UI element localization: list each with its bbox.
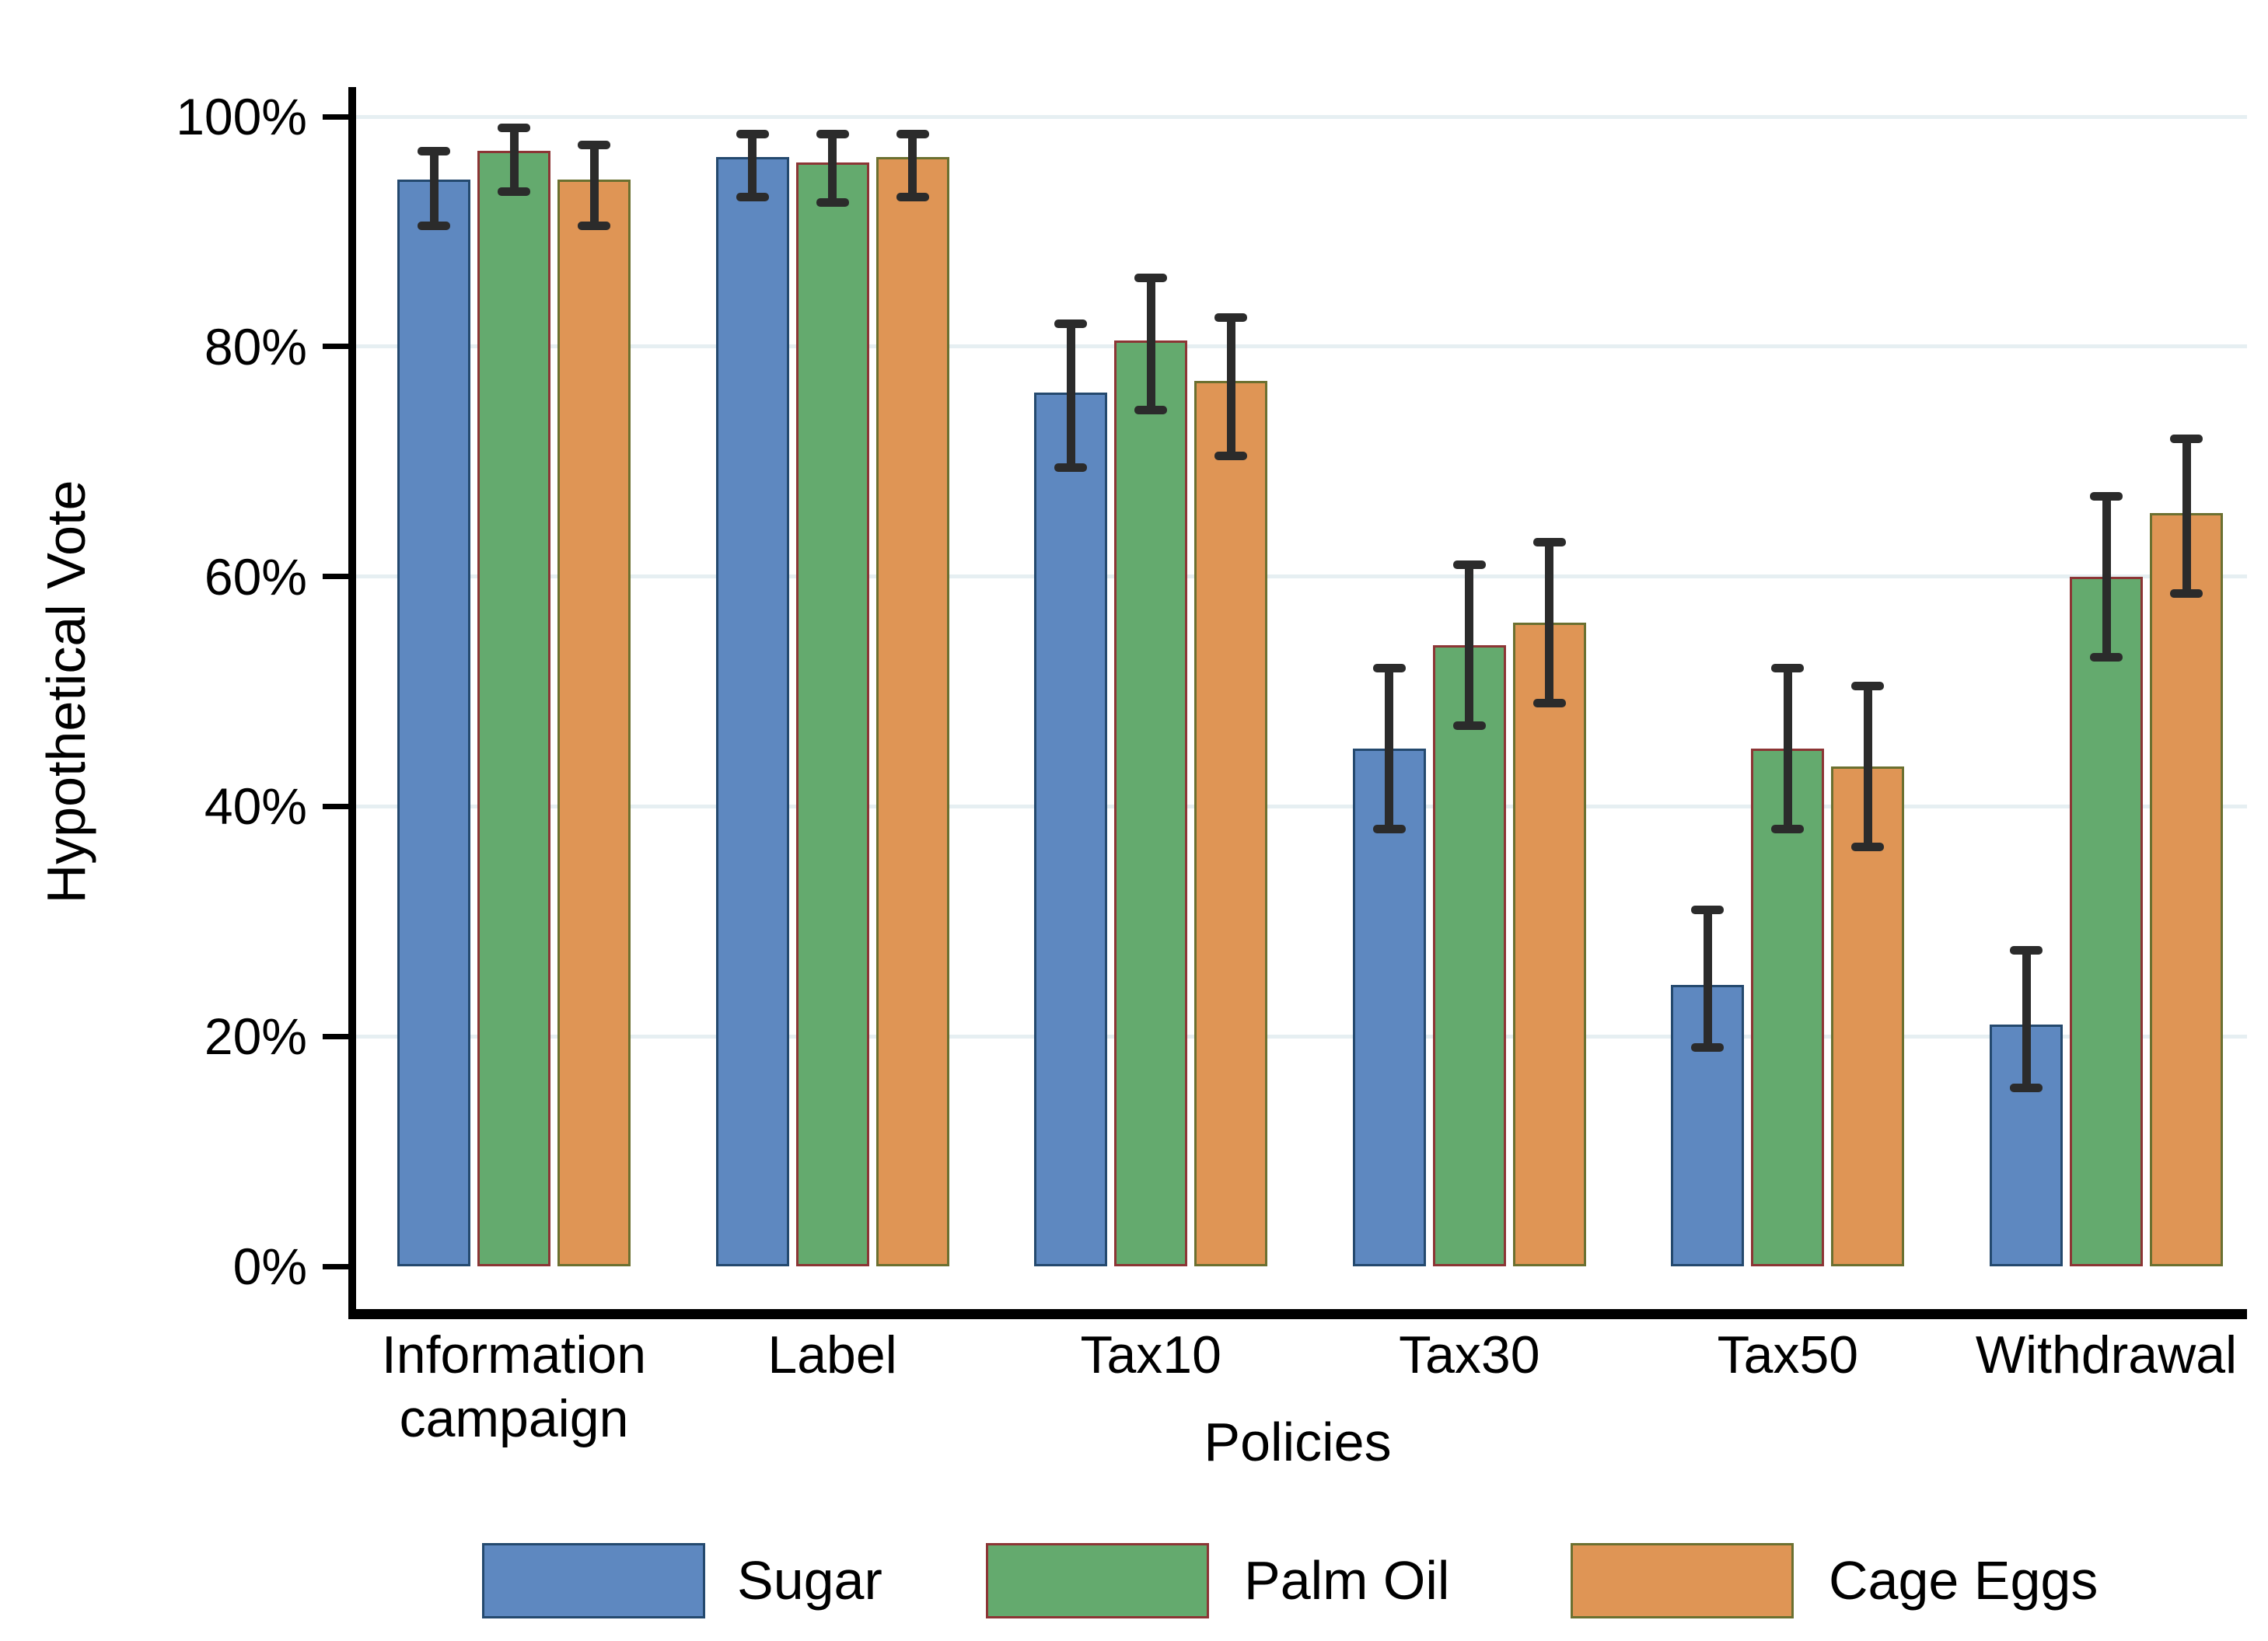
error-bar-cap: [1771, 664, 1805, 673]
y-tick-label: 40%: [204, 777, 307, 836]
error-bar-stem: [1465, 564, 1474, 726]
bar-cage-eggs: [2150, 513, 2223, 1266]
gridline: [356, 114, 2247, 119]
error-bar-cap: [2090, 491, 2123, 501]
error-bar-cap: [2010, 945, 2043, 955]
bar-sugar: [1352, 749, 1426, 1266]
y-tick-label: 20%: [204, 1007, 307, 1066]
error-bar-cap: [1532, 537, 1566, 546]
error-bar-cap: [1054, 463, 1088, 472]
error-bar-cap: [1134, 405, 1168, 414]
error-bar-stem: [2182, 438, 2191, 594]
error-bar-cap: [418, 222, 450, 230]
error-bar-cap: [2170, 434, 2203, 443]
bar-palm-oil: [477, 151, 550, 1266]
error-bar-stem: [1066, 323, 1075, 468]
error-bar-stem: [1545, 542, 1554, 704]
error-bar-cap: [1691, 1043, 1725, 1053]
error-bar-stem: [908, 134, 917, 197]
error-bar-cap: [1532, 698, 1566, 707]
bar-palm-oil: [1114, 340, 1188, 1266]
error-bar-cap: [816, 198, 849, 208]
error-bar-cap: [2010, 1084, 2043, 1093]
error-bar-stem: [429, 151, 439, 226]
error-bar-cap: [1851, 681, 1885, 690]
bar-palm-oil: [1432, 645, 1506, 1266]
error-bar-cap: [896, 193, 929, 202]
error-bar-cap: [816, 129, 849, 138]
y-axis-tick: [323, 803, 348, 809]
error-bar-cap: [736, 129, 769, 138]
y-axis-tick: [323, 574, 348, 580]
error-bar-cap: [418, 146, 450, 155]
y-axis-tick: [323, 1033, 348, 1039]
x-axis-title: Policies: [1204, 1412, 1392, 1472]
bar-sugar: [1034, 392, 1108, 1266]
x-tick-label: Tax30: [1399, 1325, 1540, 1384]
error-bar-stem: [1146, 278, 1155, 410]
error-bar-cap: [2170, 589, 2203, 599]
y-axis-tick: [323, 1263, 348, 1269]
error-bar-cap: [1851, 842, 1885, 851]
error-bar-cap: [736, 193, 769, 202]
x-axis-line: [348, 1309, 2247, 1319]
bar-palm-oil: [2070, 576, 2143, 1266]
error-bar-cap: [578, 222, 610, 230]
y-tick-label: 60%: [204, 547, 307, 606]
error-bar-cap: [578, 141, 610, 150]
x-tick-label: Information campaign: [381, 1325, 647, 1448]
gridline: [356, 344, 2247, 349]
error-bar-stem: [748, 134, 757, 197]
bar-palm-oil: [795, 162, 869, 1266]
bar-cage-eggs: [875, 156, 949, 1266]
error-bar-cap: [498, 187, 530, 196]
x-tick-label: Label: [767, 1325, 897, 1384]
y-axis-line: [348, 87, 356, 1319]
error-bar-cap: [1054, 319, 1088, 328]
bar-cage-eggs: [557, 180, 631, 1266]
gridline: [356, 574, 2247, 579]
bar-sugar: [397, 180, 470, 1266]
error-bar-stem: [1226, 317, 1235, 456]
error-bar-stem: [1783, 668, 1792, 829]
x-tick-label: Tax50: [1717, 1325, 1859, 1384]
x-tick-label: Withdrawal: [1975, 1325, 2238, 1384]
error-bar-stem: [1703, 910, 1712, 1048]
error-bar-cap: [896, 129, 929, 138]
error-bar-stem: [509, 127, 519, 192]
error-bar-cap: [1214, 451, 1248, 460]
bar-cage-eggs: [1512, 622, 1586, 1266]
error-bar-stem: [1863, 686, 1872, 847]
error-bar-stem: [2102, 496, 2111, 658]
error-bar-cap: [1214, 313, 1248, 323]
y-axis-tick: [323, 113, 348, 120]
x-tick-label: Tax10: [1080, 1325, 1221, 1384]
y-tick-label: 0%: [232, 1238, 307, 1295]
error-bar-cap: [1372, 825, 1406, 834]
error-bar-cap: [1134, 273, 1168, 282]
error-bar-cap: [1372, 664, 1406, 673]
error-bar-stem: [1385, 668, 1394, 829]
error-bar-cap: [1771, 825, 1805, 834]
error-bar-cap: [1452, 721, 1486, 731]
error-bar-stem: [2022, 950, 2031, 1088]
bar-sugar: [715, 156, 789, 1266]
error-bar-cap: [2090, 652, 2123, 662]
error-bar-cap: [498, 124, 530, 133]
error-bar-stem: [828, 134, 837, 203]
y-axis-tick: [323, 344, 348, 350]
bar-cage-eggs: [1194, 381, 1268, 1266]
gridline: [356, 804, 2247, 808]
error-bar-cap: [1452, 560, 1486, 570]
bar-palm-oil: [1751, 749, 1825, 1266]
gridline: [356, 1034, 2247, 1039]
y-tick-label: 100%: [176, 88, 307, 145]
error-bar-cap: [1691, 906, 1725, 914]
y-tick-label: 80%: [204, 317, 307, 375]
error-bar-stem: [589, 145, 599, 226]
